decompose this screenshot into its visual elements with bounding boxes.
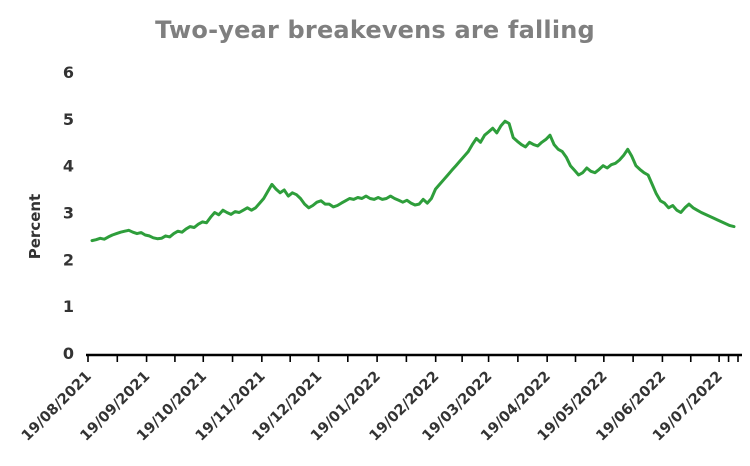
chart-title: Two-year breakevens are falling [155,16,595,44]
line-series [90,119,736,243]
y-tick-label: 4 [63,157,74,176]
y-tick-label: 1 [63,297,74,316]
y-axis-title: Percent [26,194,44,259]
y-tick-label: 5 [63,110,74,129]
x-axis-ticks [87,356,739,362]
x-axis: 19/08/202119/09/202119/10/202119/11/2021… [19,353,742,445]
y-axis: 0 1 2 3 4 5 6 Percent [26,63,74,363]
x-axis-tick-labels: 19/08/202119/09/202119/10/202119/11/2021… [19,369,726,445]
y-tick-label: 2 [63,250,74,269]
y-tick-label: 3 [63,204,74,223]
y-tick-label: 6 [63,63,74,82]
y-tick-label: 0 [63,344,74,363]
breakeven-line [90,119,736,243]
y-axis-tick-labels: 0 1 2 3 4 5 6 [63,63,74,363]
